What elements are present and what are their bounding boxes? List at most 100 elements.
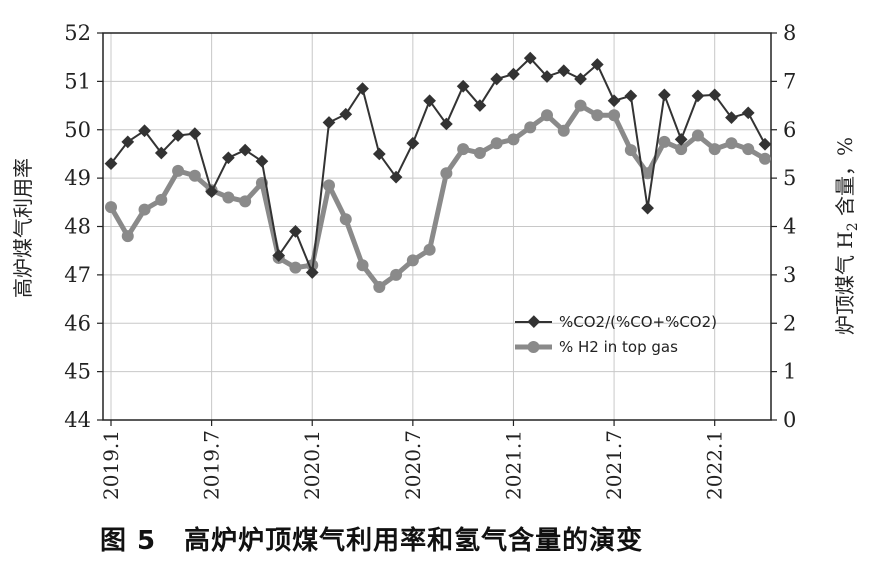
y-right-axis-title: 炉顶煤气 H2 含量，% xyxy=(833,137,861,335)
h2-point xyxy=(105,201,117,214)
x-tick-label: 2020.7 xyxy=(401,430,425,500)
h2-point xyxy=(691,129,704,142)
x-tick-label: 2021.7 xyxy=(602,430,626,500)
h2-point xyxy=(373,280,386,293)
series-line-h2 xyxy=(108,103,767,290)
y-right-ticks: 0 1 2 3 4 5 6 7 8 xyxy=(771,21,796,432)
h2-point xyxy=(323,179,335,192)
h2-point xyxy=(289,261,302,274)
co2-point xyxy=(171,129,185,142)
x-tick-label: 2020.1 xyxy=(300,430,324,500)
y-left-tick-label: 44 xyxy=(64,408,91,432)
y-left-tick-label: 49 xyxy=(64,166,91,190)
y-right-title-prefix: 炉顶煤气 H xyxy=(833,231,857,335)
y-right-tick-label: 4 xyxy=(783,215,796,239)
co2-point xyxy=(456,79,470,93)
y-left-tick-label: 52 xyxy=(64,21,91,45)
co2-point xyxy=(741,106,755,120)
legend-marker-diamond xyxy=(527,315,541,329)
legend: %CO2/(%CO+%CO2) % H2 in top gas xyxy=(515,313,717,356)
y-left-tick-label: 46 xyxy=(64,311,91,335)
h2-point xyxy=(406,254,419,267)
x-tick-label: 2019.1 xyxy=(99,430,123,500)
h2-point xyxy=(759,152,771,165)
y-right-tick-label: 5 xyxy=(783,166,796,190)
co2-point xyxy=(121,135,135,149)
co2-point xyxy=(154,146,168,160)
y-right-tick-label: 2 xyxy=(783,311,796,335)
series-layer xyxy=(104,51,772,293)
co2-point xyxy=(389,170,403,184)
y-right-tick-label: 7 xyxy=(783,69,796,93)
co2-point xyxy=(440,117,453,131)
h2-point xyxy=(591,109,604,122)
co2-point xyxy=(691,89,705,103)
h2-point xyxy=(155,193,168,206)
y-right-tick-label: 6 xyxy=(783,118,796,142)
h2-point xyxy=(541,109,553,122)
co2-point xyxy=(322,116,336,129)
co2-point xyxy=(305,266,319,279)
h2-point xyxy=(138,203,151,216)
h2-point xyxy=(121,230,134,243)
x-tick-label: 2019.7 xyxy=(200,430,224,500)
h2-point xyxy=(490,137,503,150)
h2-point xyxy=(188,169,201,182)
y-right-tick-label: 3 xyxy=(783,263,796,287)
co2-point xyxy=(238,143,252,157)
co2-point xyxy=(607,94,621,108)
co2-point xyxy=(557,64,571,78)
co2-point xyxy=(188,127,202,140)
co2-point xyxy=(406,136,420,150)
legend-label-h2: % H2 in top gas xyxy=(559,338,678,356)
co2-point xyxy=(423,94,436,108)
h2-point xyxy=(457,143,470,156)
y-left-ticks: 44 45 46 47 48 49 50 51 52 xyxy=(64,21,103,432)
h2-point xyxy=(473,146,486,159)
co2-point xyxy=(356,82,369,95)
co2-point xyxy=(222,151,235,165)
co2-point xyxy=(339,107,353,121)
figure-number: 图 5 xyxy=(100,526,157,556)
h2-point xyxy=(658,135,671,148)
h2-point xyxy=(423,243,436,256)
h2-point xyxy=(708,143,721,156)
y-right-title-subscript: 2 xyxy=(845,222,861,231)
co2-point xyxy=(138,124,151,138)
h2-point xyxy=(742,143,755,156)
co2-point xyxy=(372,147,386,161)
y-left-tick-label: 48 xyxy=(64,215,91,239)
y-right-tick-label: 0 xyxy=(783,408,796,432)
co2-point xyxy=(255,154,269,168)
co2-point xyxy=(624,89,638,103)
co2-point xyxy=(272,249,286,262)
h2-point xyxy=(725,137,738,150)
h2-point xyxy=(339,213,352,226)
y-left-axis-title: 高炉煤气利用率 xyxy=(11,158,35,298)
y-right-title-suffix: 含量，% xyxy=(833,137,857,222)
co2-point xyxy=(205,185,218,199)
y-left-tick-label: 51 xyxy=(64,69,91,93)
co2-point xyxy=(473,99,487,112)
h2-point xyxy=(675,143,688,156)
x-tick-label: 2022.1 xyxy=(703,430,727,500)
y-left-tick-label: 45 xyxy=(64,360,91,384)
figure-title: 高炉炉顶煤气利用率和氢气含量的演变 xyxy=(184,526,644,556)
legend-label-co2: %CO2/(%CO+%CO2) xyxy=(559,313,717,331)
h2-point xyxy=(557,124,570,137)
x-tick-label: 2021.1 xyxy=(501,430,525,500)
y-left-tick-label: 50 xyxy=(64,118,91,142)
co2-point xyxy=(658,88,671,102)
h2-point xyxy=(239,195,252,208)
co2-point xyxy=(758,137,772,151)
h2-point xyxy=(356,259,369,272)
h2-point xyxy=(574,99,587,112)
gridlines xyxy=(103,33,771,420)
y-right-tick-label: 1 xyxy=(783,360,796,384)
h2-point xyxy=(608,109,621,122)
co2-point xyxy=(104,157,118,170)
co2-point xyxy=(490,72,504,86)
legend-marker-circle xyxy=(527,341,540,353)
figure-caption: 图 5 高炉炉顶煤气利用率和氢气含量的演变 xyxy=(100,520,800,557)
